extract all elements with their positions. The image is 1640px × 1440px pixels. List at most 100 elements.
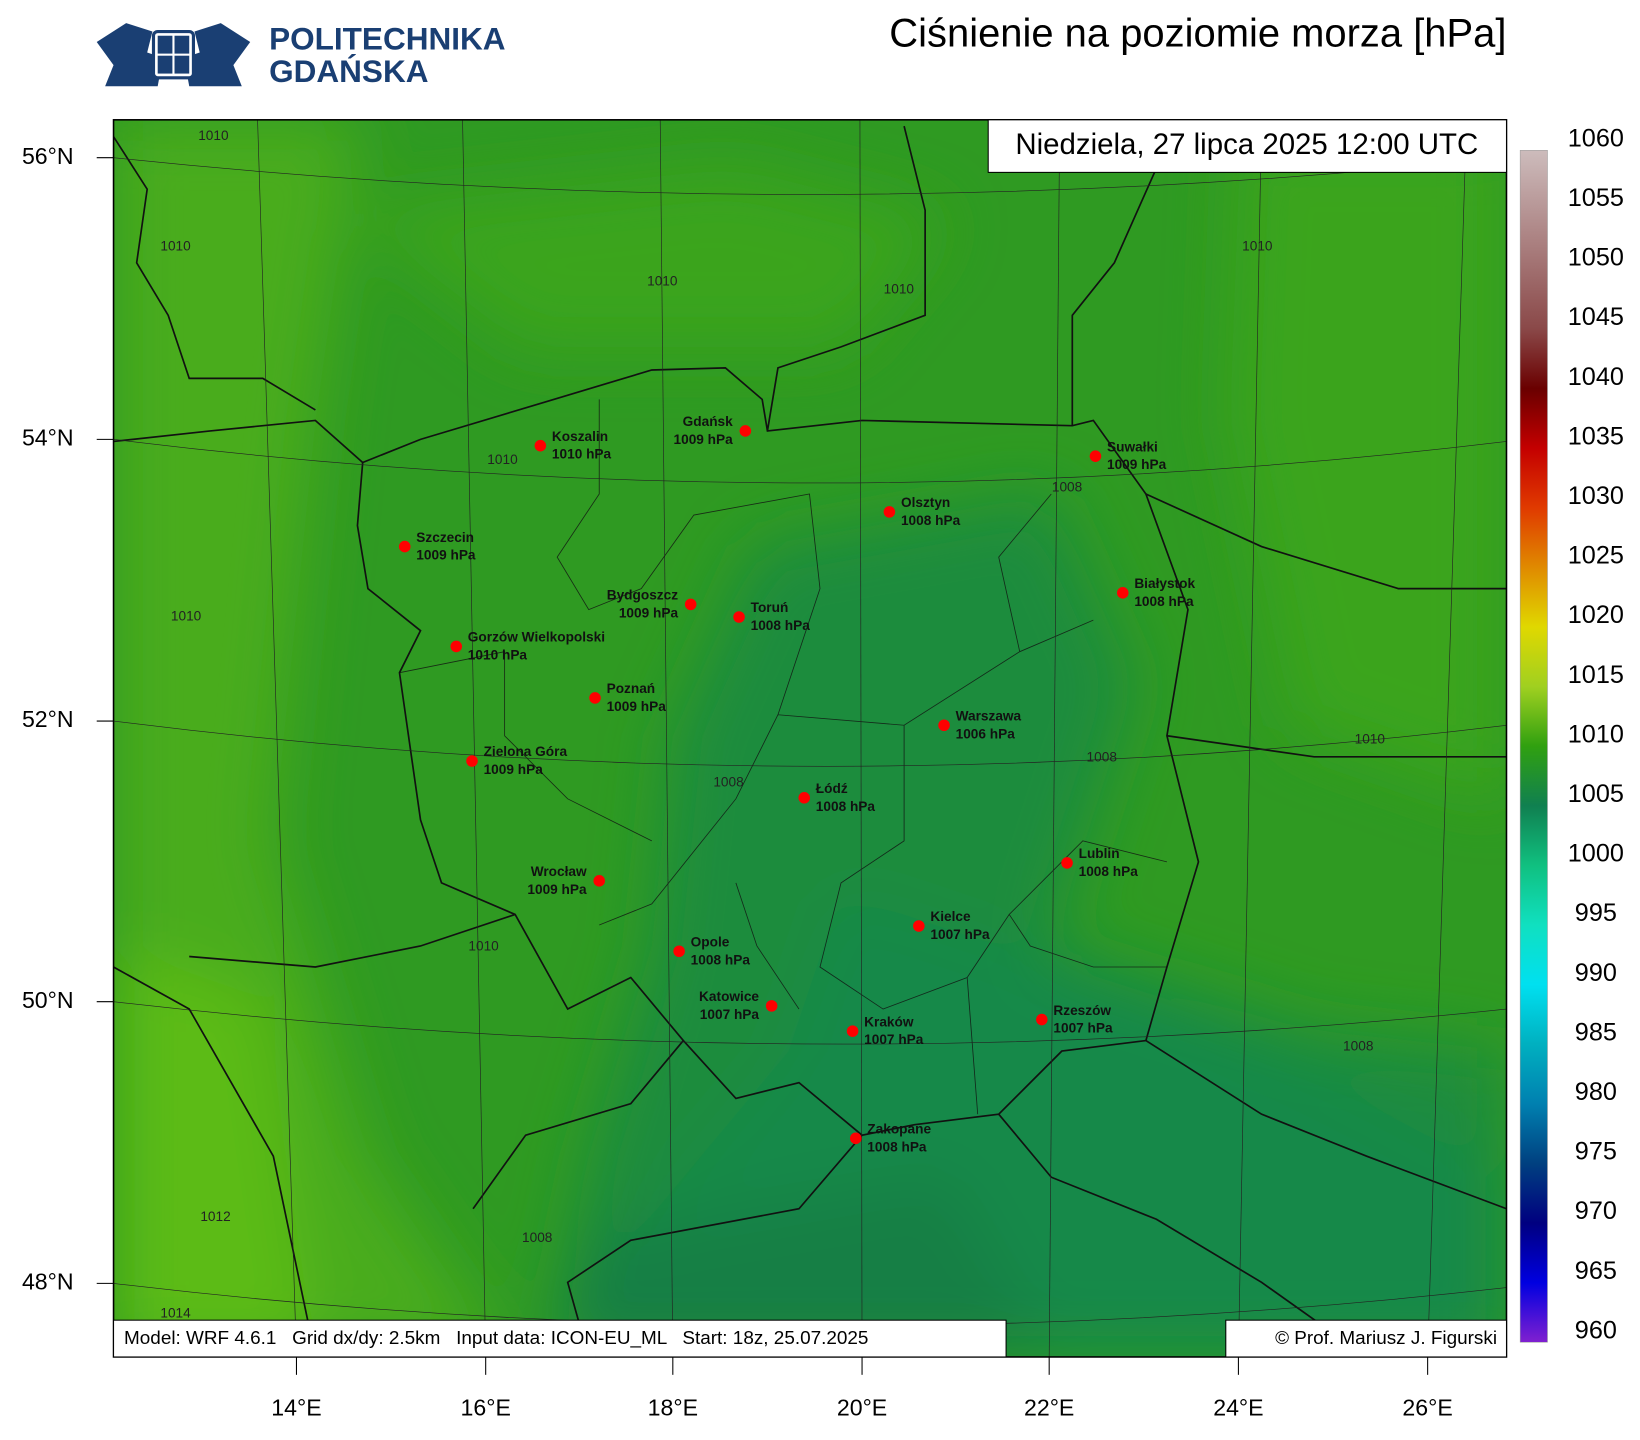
city-pressure: 1007 hPa	[700, 1007, 760, 1022]
valid-time: Niedziela, 27 lipca 2025 12:00 UTC	[1015, 128, 1478, 161]
colorbar-label: 970	[1575, 1197, 1617, 1225]
contour-label: 1010	[160, 239, 191, 254]
city-name: Szczecin	[416, 530, 474, 545]
city-name: Bydgoszcz	[607, 588, 679, 603]
city-pressure: 1007 hPa	[930, 927, 990, 942]
city-pressure: 1009 hPa	[484, 762, 544, 777]
colorbar-label: 1050	[1568, 244, 1624, 272]
city-name: Zielona Góra	[484, 744, 568, 759]
colorbar-label: 1045	[1568, 303, 1624, 331]
contour-label: 1010	[487, 452, 518, 467]
time-box	[987, 119, 1508, 173]
colorbar-label: 980	[1575, 1078, 1617, 1106]
colorbar-label: 1035	[1568, 422, 1624, 450]
contour-label: 1012	[200, 1209, 230, 1224]
city-name: Białystok	[1134, 576, 1195, 591]
city-name: Poznań	[607, 681, 656, 696]
city-dot	[684, 598, 697, 611]
lat-label: 56°N	[22, 143, 74, 169]
contour-label: 1008	[713, 775, 743, 790]
city-dot	[739, 425, 752, 437]
city-dot	[1116, 587, 1129, 599]
city-name: Rzeszów	[1053, 1003, 1111, 1018]
city-name: Gdańsk	[683, 414, 734, 429]
colorbar-label: 1005	[1568, 780, 1624, 808]
lon-label: 26°E	[1402, 1395, 1452, 1421]
lat-label: 48°N	[22, 1268, 74, 1294]
city-dot	[466, 755, 478, 767]
city-name: Kraków	[864, 1014, 914, 1029]
city-dot	[1061, 857, 1073, 869]
city-pressure: 1008 hPa	[1079, 864, 1139, 879]
city-dot	[913, 920, 925, 932]
city-name: Suwałki	[1107, 439, 1158, 454]
city-pressure: 1009 hPa	[619, 605, 679, 620]
copyright: © Prof. Mariusz J. Figurski	[1275, 1328, 1497, 1349]
city-dot	[938, 719, 950, 732]
city-pressure: 1006 hPa	[956, 726, 1016, 741]
city-name: Toruń	[751, 600, 789, 615]
city-pressure: 1008 hPa	[816, 799, 876, 814]
city-name: Łódź	[816, 781, 848, 796]
contour-label: 1010	[468, 939, 499, 954]
contour-label: 1010	[1355, 732, 1386, 747]
city-name: Gorzów Wielkopolski	[468, 630, 605, 645]
colorbar-label: 1040	[1568, 363, 1624, 391]
colorbar-label: 990	[1575, 959, 1617, 987]
city-pressure: 1009 hPa	[1107, 457, 1167, 472]
city-name: Warszawa	[956, 708, 1022, 723]
colorbar-label: 995	[1575, 899, 1617, 927]
colorbar	[1519, 150, 1548, 1343]
lon-label: 18°E	[648, 1395, 698, 1421]
colorbar-label: 1060	[1568, 124, 1624, 152]
city-name: Olsztyn	[901, 495, 950, 510]
city-name: Koszalin	[552, 429, 608, 444]
lon-label: 20°E	[837, 1395, 887, 1421]
city-dot	[450, 640, 463, 653]
logo-text: POLITECHNIKA	[269, 20, 505, 56]
contour-label: 1010	[171, 609, 202, 624]
map	[113, 119, 1507, 1357]
lat-label: 50°N	[22, 987, 74, 1013]
title: Ciśnienie na poziomie morza [hPa]	[889, 11, 1506, 55]
lon-label: 14°E	[271, 1395, 321, 1421]
city-pressure: 1008 hPa	[901, 513, 961, 528]
logo-text: GDAŃSKA	[269, 53, 428, 89]
city-pressure: 1008 hPa	[751, 618, 811, 633]
contour-label: 1010	[647, 273, 678, 288]
city-name: Katowice	[699, 989, 759, 1004]
city-pressure: 1009 hPa	[607, 699, 667, 714]
city-dot	[593, 875, 606, 887]
city-name: Kielce	[930, 909, 971, 924]
contour-label: 1008	[522, 1230, 552, 1245]
contour-label: 1008	[1052, 479, 1082, 494]
city-name: Lublin	[1079, 846, 1120, 861]
city-dot	[765, 1000, 778, 1012]
city-dot	[798, 792, 811, 804]
city-pressure: 1007 hPa	[864, 1032, 924, 1047]
city-dot	[1089, 450, 1102, 462]
contour-label: 1010	[1242, 239, 1273, 254]
contour-label: 1008	[1343, 1039, 1373, 1054]
contour-label: 1008	[1087, 749, 1117, 764]
city-pressure: 1009 hPa	[416, 548, 476, 563]
colorbar-label: 960	[1575, 1316, 1617, 1344]
city-dot	[589, 692, 601, 704]
footer-box	[1225, 1319, 1508, 1358]
colorbar-label: 975	[1575, 1138, 1617, 1166]
colorbar-label: 1000	[1568, 840, 1624, 868]
colorbar-label: 1025	[1568, 542, 1624, 570]
colorbar-label: 965	[1575, 1257, 1617, 1285]
city-dot	[846, 1025, 859, 1037]
city-name: Wrocław	[531, 864, 587, 879]
logo-emblem	[96, 23, 251, 87]
city-name: Opole	[691, 934, 730, 949]
contour-label: 1014	[160, 1305, 191, 1320]
run-info: Model: WRF 4.6.1 Grid dx/dy: 2.5km Input…	[124, 1328, 868, 1349]
colorbar-label: 1030	[1568, 482, 1624, 510]
contour-label: 1010	[198, 128, 229, 143]
colorbar-label: 1055	[1568, 184, 1624, 212]
city-pressure: 1010 hPa	[468, 647, 528, 662]
lon-label: 16°E	[461, 1395, 511, 1421]
